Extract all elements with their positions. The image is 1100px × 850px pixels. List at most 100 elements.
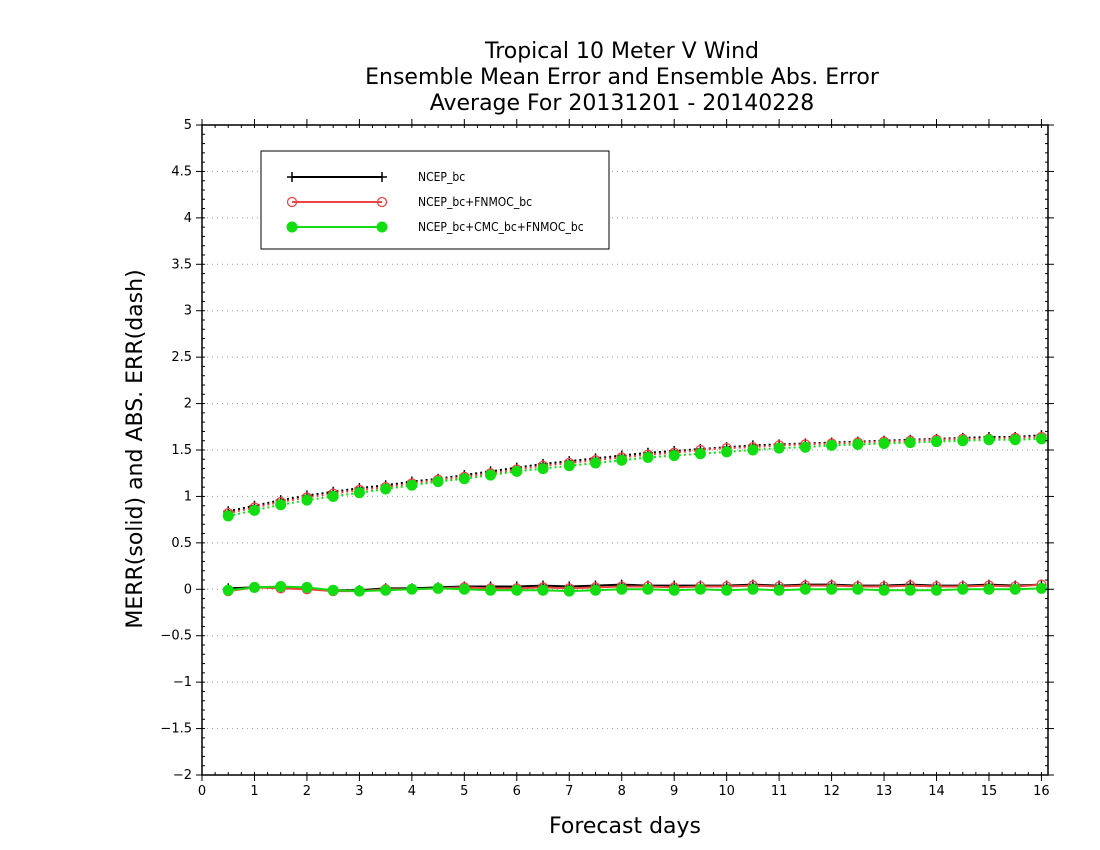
abs-err-point [694, 448, 706, 460]
x-tick-label: 6 [513, 784, 521, 799]
abs-err-point [327, 490, 339, 502]
merr-point [380, 584, 392, 596]
abs-err-point [248, 504, 260, 516]
merr-point [878, 584, 890, 596]
y-tick-label: 0.5 [171, 536, 192, 551]
x-tick-label: 16 [1033, 784, 1050, 799]
abs-err-line-ncep [228, 434, 1042, 513]
y-tick-label: −0.5 [160, 629, 192, 644]
abs-err-point [485, 469, 497, 481]
legend-label: NCEP_bc [418, 170, 465, 184]
y-tick-label: 1.5 [171, 443, 192, 458]
abs-err-point [721, 446, 733, 458]
x-tick-label: 8 [618, 784, 626, 799]
x-tick-label: 13 [876, 784, 893, 799]
abs-err-point [589, 457, 601, 469]
merr-point [301, 581, 313, 593]
legend-marker [376, 196, 388, 208]
x-tick-label: 11 [771, 784, 788, 799]
abs-err-line-ncep_cmc_fnmoc [228, 437, 1042, 517]
merr-point [747, 583, 759, 595]
abs-err-point [458, 473, 470, 485]
x-tick-label: 2 [303, 784, 311, 799]
abs-err-point [852, 438, 864, 450]
merr-point [852, 583, 864, 595]
y-axis-label: MERR(solid) and ABS. ERR(dash) [123, 269, 148, 628]
abs-err-point [616, 454, 628, 466]
merr-point [589, 584, 601, 596]
legend-item-ncep_cmc_fnmoc: NCEP_bc+CMC_bc+FNMOC_bc [286, 220, 584, 234]
series-ncep_fnmoc [223, 431, 1047, 597]
y-tick-label: 2.5 [171, 350, 192, 365]
abs-err-point [406, 479, 418, 491]
abs-err-point [931, 436, 943, 448]
x-axis-label: Forecast days [549, 814, 701, 839]
abs-err-line-ncep_fnmoc [228, 436, 1042, 515]
merr-point [957, 583, 969, 595]
series-ncep [223, 430, 1047, 596]
abs-err-point [747, 444, 759, 456]
merr-point [694, 583, 706, 595]
merr-point [511, 584, 523, 596]
chart-title-line-1: Tropical 10 Meter V Wind [484, 39, 759, 64]
abs-err-point [826, 439, 838, 451]
y-tick-label: 0 [184, 582, 192, 597]
abs-err-point [668, 450, 680, 462]
abs-err-point [222, 510, 234, 522]
abs-err-point [1009, 434, 1021, 446]
abs-err-point [642, 451, 654, 463]
x-tick-label: 0 [198, 784, 206, 799]
legend-marker [376, 221, 388, 233]
y-tick-label: −1.5 [160, 722, 192, 737]
abs-err-point [511, 465, 523, 477]
abs-err-point [904, 437, 916, 449]
legend: NCEP_bc NCEP_bc+FNMOC_bc NCEP_bc+CMC_bc+FN… [260, 150, 610, 250]
merr-point [1035, 582, 1047, 594]
abs-err-point [432, 476, 444, 488]
merr-point [275, 581, 287, 592]
abs-err-point [799, 441, 811, 453]
merr-point [799, 583, 811, 595]
x-tick-label: 1 [250, 784, 258, 799]
merr-point [668, 584, 680, 596]
abs-err-point [878, 438, 890, 449]
merr-point [485, 584, 497, 596]
merr-point [1009, 583, 1021, 595]
merr-point [222, 584, 234, 596]
x-axis: 0 1 2 3 4 5 6 7 8 9 10 11 12 13 14 15 16 [198, 119, 1050, 799]
legend-box [260, 150, 610, 250]
abs-err-point [353, 487, 365, 499]
x-tick-label: 7 [565, 784, 573, 799]
legend-label: NCEP_bc+FNMOC_bc [418, 195, 532, 209]
x-tick-label: 14 [928, 784, 945, 799]
x-tick-label: 12 [823, 784, 840, 799]
merr-point [406, 583, 418, 595]
y-tick-label: 2 [184, 397, 192, 412]
merr-point [773, 584, 785, 596]
abs-err-point [983, 434, 995, 446]
x-tick-label: 3 [355, 784, 363, 799]
y-tick-label: −1 [173, 675, 192, 690]
abs-err-point [301, 494, 313, 506]
abs-err-point [275, 499, 287, 511]
x-tick-label: 15 [981, 784, 998, 799]
legend-marker [286, 196, 298, 208]
x-tick-label: 9 [670, 784, 678, 799]
legend-marker [286, 221, 298, 233]
merr-point [642, 583, 654, 595]
merr-point [721, 584, 733, 596]
chart-title-line-3: Average For 20131201 - 20140228 [430, 91, 815, 116]
chart-title-line-2: Ensemble Mean Error and Ensemble Abs. Er… [365, 65, 880, 90]
legend-marker [377, 172, 387, 182]
legend-label: NCEP_bc+CMC_bc+FNMOC_bc [418, 220, 584, 234]
merr-point [983, 583, 995, 595]
series-ncep_cmc_fnmoc [222, 433, 1047, 597]
x-tick-label: 10 [718, 784, 735, 799]
x-tick-label: 4 [408, 784, 416, 799]
y-tick-label: 1 [184, 489, 192, 504]
abs-err-point [773, 442, 785, 454]
merr-point [432, 582, 444, 594]
x-tick-label: 5 [460, 784, 468, 799]
